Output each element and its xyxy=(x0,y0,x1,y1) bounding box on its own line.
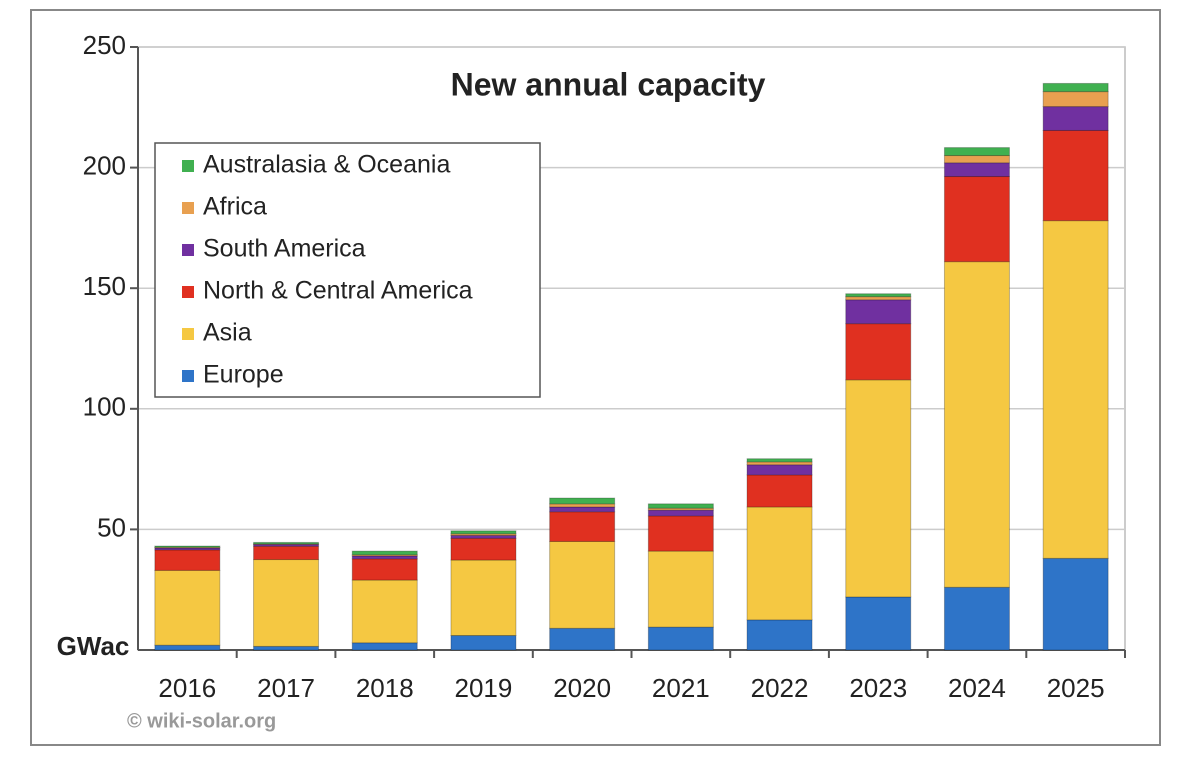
x-tick-label: 2023 xyxy=(849,673,907,703)
bar-segment xyxy=(549,506,616,513)
y-tick-label: 250 xyxy=(83,30,126,60)
legend-swatch xyxy=(182,328,194,340)
bar-segment xyxy=(154,569,221,646)
legend-swatch xyxy=(182,286,194,298)
x-tick-label: 2017 xyxy=(257,673,315,703)
bar-segment xyxy=(943,155,1010,164)
legend-swatch xyxy=(182,160,194,172)
bar-segment xyxy=(647,503,714,509)
legend-label: North & Central America xyxy=(203,277,473,305)
bar-segment xyxy=(154,549,221,571)
bar-segment xyxy=(746,506,813,621)
bar-segment xyxy=(351,554,418,557)
bar-segment xyxy=(845,596,912,651)
bar-segment xyxy=(450,537,517,561)
legend-label: Australasia & Oceania xyxy=(203,151,450,179)
x-tick-label: 2025 xyxy=(1047,673,1105,703)
legend-label: Europe xyxy=(203,361,284,389)
y-axis-label: GWac xyxy=(57,631,130,661)
bar-segment xyxy=(647,626,714,651)
y-tick-label: 200 xyxy=(83,150,126,180)
y-tick-label: 50 xyxy=(97,512,126,542)
bar-segment xyxy=(1042,106,1109,131)
bar-segment xyxy=(746,619,813,651)
bar-segment xyxy=(943,261,1010,588)
bar-segment xyxy=(253,541,320,545)
bar-segment xyxy=(1042,220,1109,559)
bar-segment xyxy=(845,293,912,298)
bar-segment xyxy=(1042,129,1109,222)
bar-segment xyxy=(943,586,1010,651)
bar-segment xyxy=(154,545,221,548)
x-tick-label: 2021 xyxy=(652,673,710,703)
x-tick-label: 2020 xyxy=(553,673,611,703)
bar-segment xyxy=(154,644,221,651)
legend-box xyxy=(154,142,541,398)
bar-segment xyxy=(746,458,813,463)
bar-segment xyxy=(1042,91,1109,108)
bar-segment xyxy=(746,461,813,466)
x-tick-label: 2024 xyxy=(948,673,1006,703)
x-tick-label: 2022 xyxy=(751,673,809,703)
bar-segment xyxy=(450,530,517,535)
y-tick-label: 150 xyxy=(83,271,126,301)
bar-segment xyxy=(253,545,320,561)
bar-segment xyxy=(845,323,912,381)
legend-swatch xyxy=(182,202,194,214)
bar-segment xyxy=(549,540,616,629)
bar-segment xyxy=(549,511,616,542)
bar-segment xyxy=(943,147,1010,157)
bar-segment xyxy=(647,509,714,517)
bar-segment xyxy=(943,162,1010,178)
bar-segment xyxy=(549,497,616,505)
source: © wiki-solar.org xyxy=(127,710,276,732)
bar-segment xyxy=(647,515,714,552)
bar-segment xyxy=(943,176,1010,263)
bar-segment xyxy=(351,558,418,581)
bar-segment xyxy=(351,579,418,644)
bar-segment xyxy=(746,464,813,476)
legend-swatch xyxy=(182,244,194,256)
chart-title: New annual capacity xyxy=(451,66,766,102)
bar-segment xyxy=(647,550,714,628)
legend-label: Asia xyxy=(203,319,252,347)
bar-segment xyxy=(450,635,517,651)
x-tick-label: 2016 xyxy=(158,673,216,703)
x-tick-label: 2019 xyxy=(455,673,513,703)
bar-segment xyxy=(154,547,221,551)
legend-label: Africa xyxy=(203,193,267,221)
bar-segment xyxy=(1042,557,1109,651)
bar-segment xyxy=(746,474,813,508)
bar-segment xyxy=(845,299,912,325)
y-tick-label: 100 xyxy=(83,392,126,422)
legend-swatch xyxy=(182,370,194,382)
bar-segment xyxy=(351,550,418,556)
bar-segment xyxy=(253,559,320,647)
bar-segment xyxy=(845,379,912,598)
x-tick-label: 2018 xyxy=(356,673,414,703)
bar-segment xyxy=(351,642,418,651)
bar-segment xyxy=(450,559,517,637)
bar-segment xyxy=(253,645,320,651)
bar-segment xyxy=(1042,82,1109,93)
legend-label: South America xyxy=(203,235,366,263)
bar-segment xyxy=(549,627,616,651)
